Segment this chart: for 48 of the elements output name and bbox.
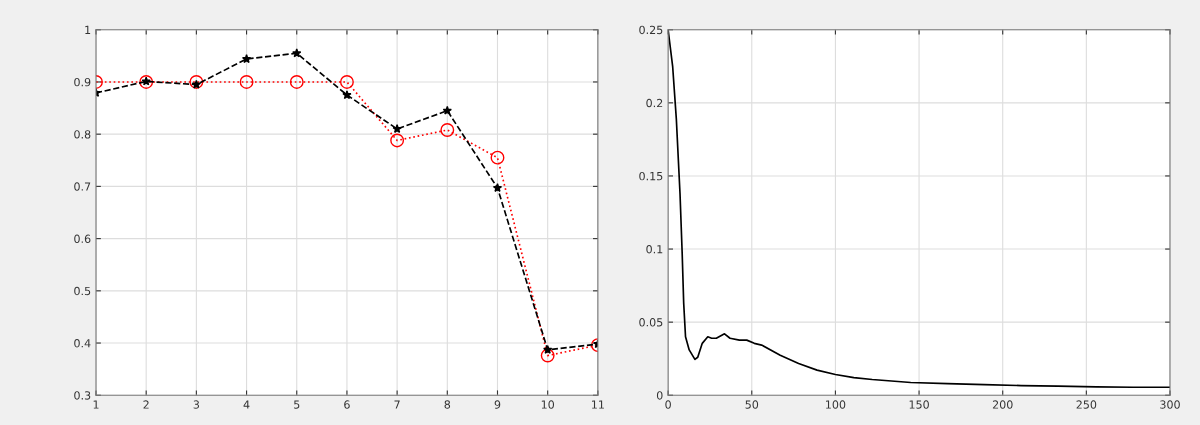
- point: [540, 348, 555, 363]
- x-tick-label: 100: [826, 400, 846, 409]
- y-tick-label: 0.3: [74, 391, 91, 400]
- x-tick-label: 7: [394, 400, 400, 409]
- x-tick-label: 1: [93, 400, 99, 409]
- x-tick-label: 2: [143, 400, 149, 409]
- x-tick-label: 4: [243, 400, 250, 409]
- y-tick-label: 0.5: [74, 286, 91, 296]
- x-tick-label: 250: [1076, 400, 1097, 409]
- y-tick-label: 0.4: [74, 339, 91, 348]
- y-tick-label: 0.9: [74, 77, 91, 87]
- point: [490, 150, 505, 165]
- point: [189, 75, 204, 89]
- point: [543, 344, 553, 354]
- point: [492, 183, 503, 193]
- point: [292, 48, 302, 58]
- x-tick-label: 3: [193, 400, 200, 409]
- y-tick-label: 0.25: [639, 25, 663, 35]
- x-tick-label: 50: [745, 400, 759, 409]
- x-tick-label: 8: [444, 400, 451, 409]
- x-tick-label: 6: [344, 400, 350, 409]
- point: [289, 75, 304, 89]
- y-tick-label: 1: [85, 25, 91, 34]
- point: [342, 90, 352, 100]
- y-tick-label: 0.15: [639, 171, 663, 181]
- x-tick-label: 5: [294, 400, 300, 409]
- point: [239, 75, 254, 89]
- y-tick-label: 0.6: [74, 234, 91, 243]
- point: [392, 124, 402, 134]
- point: [442, 105, 452, 115]
- x-tick-label: 200: [992, 400, 1013, 409]
- y-tick-label: 0.1: [646, 245, 663, 254]
- point: [440, 123, 455, 137]
- point: [191, 79, 202, 89]
- x-tick-label: 11: [592, 400, 604, 409]
- point: [339, 75, 354, 89]
- x-tick-label: 300: [1160, 400, 1180, 409]
- x-tick-label: 0: [665, 400, 671, 409]
- x-tick-label: 10: [541, 400, 555, 409]
- x-tick-label: 9: [494, 400, 501, 409]
- y-tick-label: 0.8: [74, 130, 91, 139]
- y-tick-label: 0.05: [639, 318, 663, 327]
- x-tick-label: 150: [909, 400, 929, 409]
- y-tick-label: 0.7: [74, 182, 91, 191]
- y-tick-label: 0.2: [646, 98, 663, 108]
- point: [241, 54, 252, 64]
- point: [390, 133, 405, 148]
- y-tick-label: 0: [656, 391, 663, 400]
